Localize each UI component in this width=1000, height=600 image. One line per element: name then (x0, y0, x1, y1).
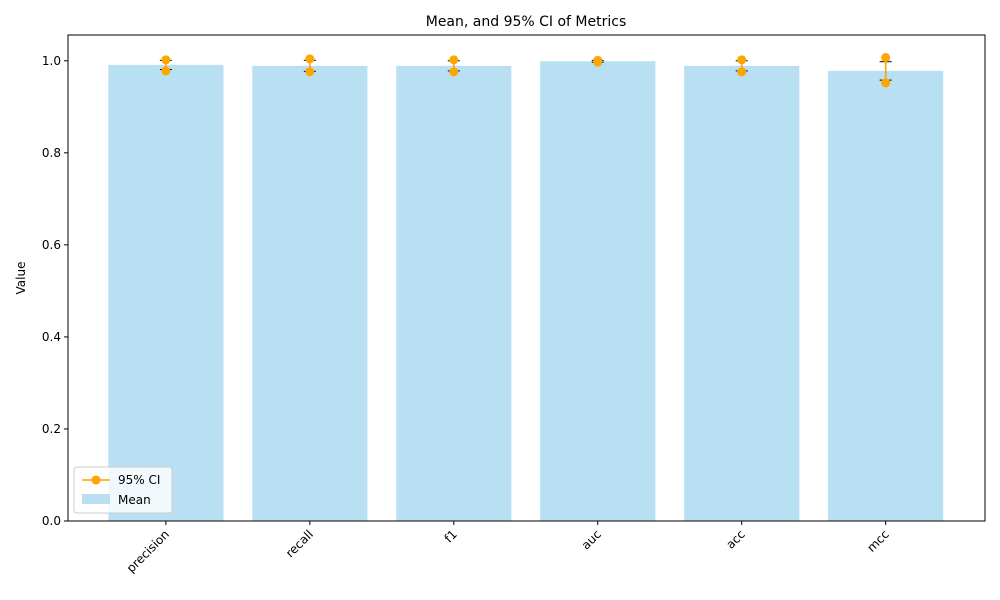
x-tick-label: recall (283, 527, 316, 560)
legend-mean-patch (82, 494, 110, 504)
y-tick-label: 1.0 (42, 54, 61, 68)
x-tick-label: auc (579, 527, 604, 552)
y-axis-label: Value (14, 262, 28, 295)
x-tick-label: precision (124, 527, 172, 575)
y-tick-label: 0.0 (42, 514, 61, 528)
ci-lower-dot (305, 67, 315, 77)
ci-upper-dot (305, 54, 315, 64)
bar (108, 64, 224, 522)
legend-ci-dot (91, 475, 101, 485)
x-tick-label: acc (723, 527, 747, 551)
ci-upper-dot (161, 55, 171, 65)
bar (540, 61, 656, 521)
x-tick-label: f1 (442, 527, 460, 545)
y-tick-label: 0.2 (42, 422, 61, 436)
ci-lower-dot (161, 66, 171, 76)
chart-title: Mean, and 95% CI of Metrics (426, 14, 627, 30)
ci-lower-dot (881, 78, 891, 88)
bar (828, 70, 944, 521)
ci-upper-dot (593, 55, 603, 65)
legend-label: 95% CI (118, 473, 160, 487)
bar (252, 65, 368, 521)
ci-lower-dot (449, 67, 459, 77)
y-tick-label: 0.6 (42, 238, 61, 252)
ci-upper-dot (881, 53, 891, 63)
ci-upper-dot (449, 55, 459, 65)
bar (684, 65, 800, 521)
y-tick-label: 0.8 (42, 146, 61, 160)
ci-lower-dot (737, 67, 747, 77)
x-tick-label: mcc (864, 527, 891, 554)
ci-upper-dot (737, 55, 747, 65)
y-tick-label: 0.4 (42, 330, 61, 344)
legend-label: Mean (118, 493, 151, 507)
bar (396, 65, 512, 521)
legend: 95% CI Mean (73, 466, 173, 514)
plot-frame (67, 34, 986, 522)
